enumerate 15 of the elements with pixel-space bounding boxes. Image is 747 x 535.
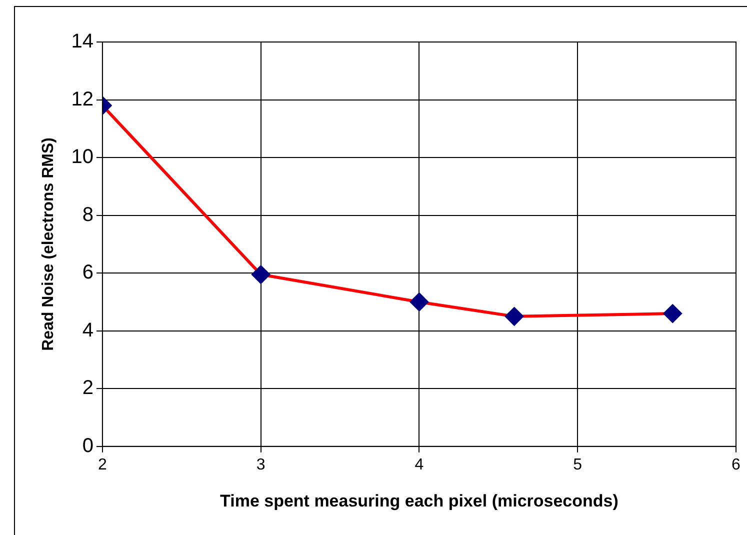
x-tick-label: 5 bbox=[573, 456, 582, 474]
y-tick-label: 6 bbox=[82, 262, 94, 284]
y-tick-label: 2 bbox=[82, 377, 94, 400]
x-axis-title: Time spent measuring each pixel (microseconds) bbox=[220, 491, 618, 510]
y-tick-label: 14 bbox=[71, 30, 94, 53]
y-tick-label: 10 bbox=[71, 146, 94, 168]
y-tick-label: 12 bbox=[71, 88, 94, 110]
y-tick-label: 8 bbox=[82, 204, 94, 226]
y-tick-label: 0 bbox=[82, 434, 94, 457]
x-tick-label: 4 bbox=[414, 456, 424, 474]
y-axis-title: Read Noise (electrons RMS) bbox=[40, 138, 58, 351]
y-tick-label: 4 bbox=[82, 319, 94, 342]
x-tick-label: 6 bbox=[732, 456, 741, 474]
x-tick-label: 3 bbox=[256, 456, 266, 474]
x-tick-label: 2 bbox=[98, 456, 107, 474]
